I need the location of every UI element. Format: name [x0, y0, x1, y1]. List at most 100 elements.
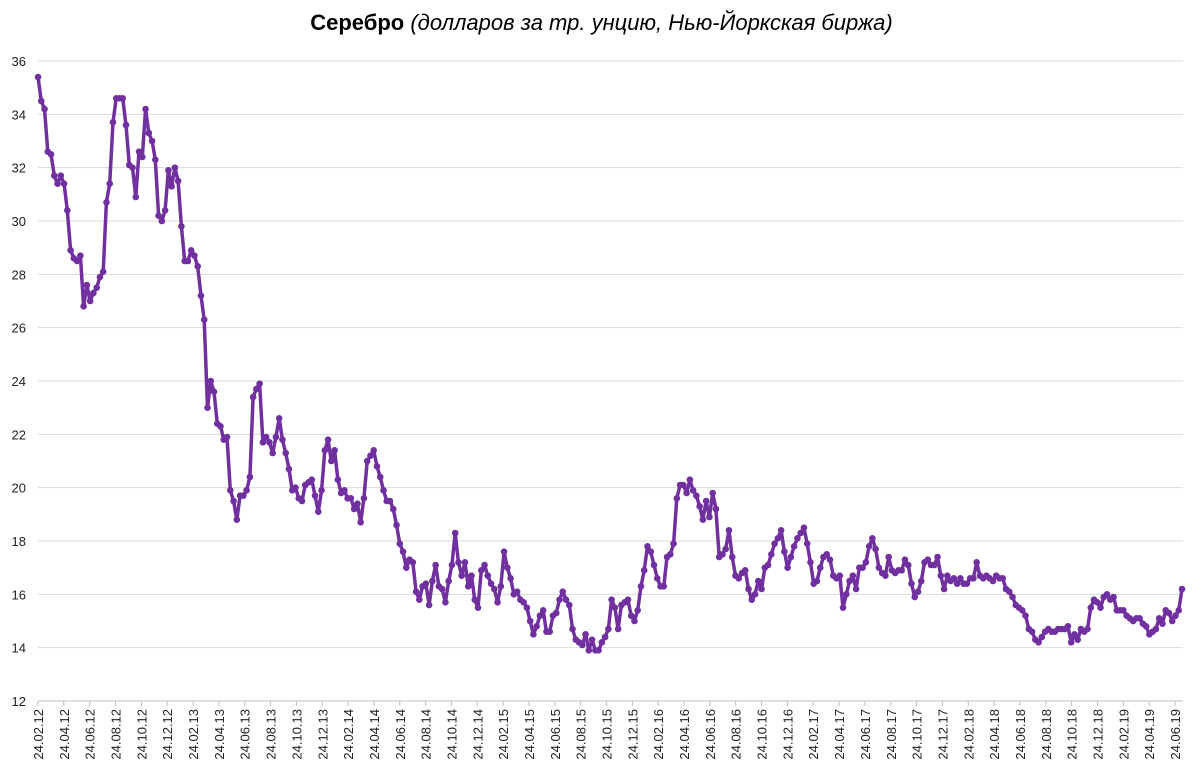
x-tick-label: 24.04.17: [832, 709, 847, 760]
data-point: [402, 564, 410, 571]
y-tick-label: 26: [12, 321, 26, 336]
data-point: [748, 596, 756, 603]
chart-title: Серебро (долларов за тр. унцию, Нью-Йорк…: [0, 10, 1203, 36]
data-point: [865, 543, 873, 550]
data-point: [556, 596, 563, 603]
x-tick-label: 24.12.15: [625, 709, 640, 760]
data-point: [226, 487, 234, 494]
data-point: [1172, 612, 1179, 619]
data-point: [34, 73, 42, 81]
data-point: [86, 297, 94, 305]
data-point: [539, 607, 547, 614]
data-point: [578, 641, 586, 649]
data-point: [399, 548, 407, 555]
data-point: [83, 281, 91, 289]
x-tick-label: 24.02.12: [31, 709, 46, 760]
x-tick-label: 24.02.13: [186, 709, 201, 760]
data-point: [96, 273, 104, 281]
data-point: [768, 551, 775, 558]
y-axis: 12 14 16 18 20 22 24 26 28 30 32 34 36: [12, 54, 26, 709]
data-point: [1071, 631, 1078, 638]
data-point: [520, 599, 527, 606]
data-point: [328, 457, 335, 465]
data-point: [807, 559, 814, 566]
data-point: [784, 564, 791, 571]
series-line: [36, 76, 1184, 653]
data-point: [266, 439, 273, 446]
data-point: [93, 284, 100, 291]
data-point: [77, 252, 84, 259]
data-point: [745, 585, 752, 593]
data-point: [631, 617, 638, 625]
x-tick-label: 24.08.15: [574, 709, 589, 760]
data-point: [852, 585, 860, 593]
data-point: [1168, 617, 1176, 625]
data-point: [751, 591, 759, 598]
data-point: [357, 519, 364, 526]
data-point: [448, 561, 456, 569]
data-point: [1120, 607, 1127, 614]
x-tick-label: 24.12.18: [1090, 709, 1105, 760]
data-point: [689, 487, 697, 494]
data-point: [161, 207, 169, 214]
data-point: [725, 527, 733, 534]
y-tick-label: 34: [12, 107, 26, 122]
x-tick-label: 24.08.16: [729, 709, 744, 760]
data-point: [640, 567, 648, 574]
data-point: [80, 303, 87, 310]
data-point: [605, 625, 612, 633]
data-point: [1175, 607, 1183, 614]
x-tick-label: 24.02.15: [496, 709, 511, 760]
data-point: [911, 593, 919, 601]
data-point: [650, 561, 658, 569]
data-point: [1087, 604, 1095, 611]
data-point: [1097, 604, 1104, 611]
x-tick-label: 24.06.19: [1168, 709, 1183, 760]
data-point: [197, 292, 205, 299]
data-point: [797, 529, 804, 537]
data-point: [191, 252, 198, 259]
data-point: [533, 623, 540, 630]
data-point: [429, 577, 436, 585]
data-point: [311, 492, 319, 499]
y-tick-label: 24: [12, 374, 26, 389]
data-point: [1142, 623, 1150, 630]
y-tick-label: 12: [12, 694, 26, 709]
data-point: [660, 583, 668, 590]
data-point: [477, 567, 485, 574]
data-point: [634, 607, 642, 614]
data-point: [279, 436, 286, 443]
data-point: [1165, 609, 1173, 617]
data-point: [944, 572, 951, 579]
data-point: [122, 121, 130, 129]
data-point: [754, 577, 762, 585]
y-tick-label: 28: [12, 267, 26, 282]
data-point: [774, 535, 782, 542]
x-tick-label: 24.04.14: [367, 709, 382, 760]
chart-subtitle: (долларов за тр. унцию, Нью-Йоркская бир…: [410, 10, 893, 35]
data-point: [1093, 599, 1101, 606]
data-point: [670, 540, 677, 547]
data-point: [526, 617, 534, 625]
x-tick-label: 24.04.19: [1142, 709, 1157, 760]
data-point: [507, 575, 514, 582]
data-point: [653, 575, 661, 582]
data-point: [803, 540, 811, 547]
x-tick-label: 24.10.14: [444, 709, 459, 760]
data-point: [272, 433, 280, 441]
data-point: [412, 588, 420, 595]
data-point: [481, 561, 488, 569]
data-point: [233, 516, 241, 523]
x-tick-label: 24.02.17: [806, 709, 821, 760]
data-point: [298, 497, 306, 505]
data-point: [552, 609, 560, 617]
data-point: [1103, 591, 1111, 598]
data-point: [970, 575, 977, 582]
x-tick-label: 24.10.16: [755, 709, 770, 760]
data-point: [565, 601, 573, 609]
chart-title-main: Серебро: [310, 10, 405, 35]
data-point: [243, 487, 250, 494]
data-point: [741, 567, 749, 574]
data-point: [973, 559, 980, 566]
